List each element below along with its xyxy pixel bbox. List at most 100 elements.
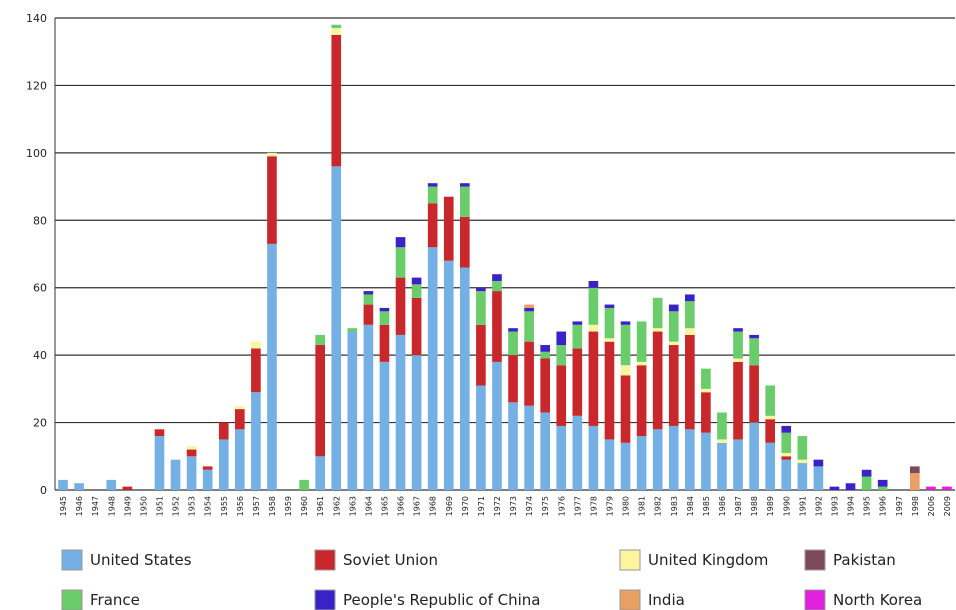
bar-segment <box>765 415 775 420</box>
bar-segment <box>524 405 534 490</box>
bar-segment <box>765 385 775 416</box>
x-tick-label: 1969 <box>445 496 454 516</box>
bar-segment <box>540 358 550 413</box>
legend-swatch <box>804 549 826 571</box>
x-tick-label: 1957 <box>252 496 261 516</box>
bar-segment <box>524 304 534 308</box>
x-tick-label: 1993 <box>830 496 839 516</box>
bar-segment <box>508 402 518 490</box>
x-tick-label: 1962 <box>332 496 341 516</box>
bar-segment <box>235 429 245 490</box>
bar-segment <box>636 436 647 490</box>
bar-segment <box>106 479 117 490</box>
bar-segment <box>829 486 840 490</box>
bar-segment <box>926 486 936 490</box>
legend-swatch <box>61 549 83 571</box>
bar-segment <box>476 287 486 292</box>
bar-segment <box>733 361 743 440</box>
bar-segment <box>717 439 727 443</box>
bar-segment <box>556 365 567 426</box>
bar-segment <box>235 405 245 410</box>
bar-segment <box>186 449 197 457</box>
bar-segment <box>797 463 808 490</box>
bar-segment <box>765 442 775 490</box>
legend-swatch <box>619 589 641 610</box>
x-tick-label: 1959 <box>284 496 293 516</box>
x-tick-label: 1949 <box>123 496 132 516</box>
bar-segment <box>604 439 615 490</box>
bar-segment <box>813 466 824 490</box>
x-tick-label: 1951 <box>155 496 164 516</box>
bar-segment <box>668 345 679 426</box>
bar-segment <box>524 307 534 312</box>
bar-segment <box>170 459 181 490</box>
y-tick-label: 100 <box>26 147 47 160</box>
bar-segment <box>620 365 631 376</box>
x-tick-label: 1966 <box>397 496 406 516</box>
bar-segment <box>460 216 470 268</box>
bar-segment <box>186 456 197 490</box>
bar-segment <box>379 361 390 490</box>
x-tick-label: 1982 <box>654 496 663 516</box>
bar-segment <box>331 28 342 35</box>
bar-segment <box>701 432 711 490</box>
bar-segment <box>58 479 68 490</box>
bar-segment <box>524 341 534 406</box>
bar-segment <box>588 280 599 288</box>
bar-segment <box>540 412 550 490</box>
bar-segment <box>733 439 743 490</box>
bar-segment <box>508 328 518 332</box>
bar-segment <box>652 429 663 490</box>
bar-segment <box>604 338 615 342</box>
bar-segment <box>588 331 599 426</box>
x-tick-label: 1963 <box>348 496 357 516</box>
bar-segment <box>652 297 663 329</box>
bar-segment <box>476 385 486 490</box>
y-tick-label: 140 <box>26 12 47 25</box>
bar-segment <box>620 324 631 366</box>
bar-segment <box>668 304 679 312</box>
bar-segment <box>363 324 374 490</box>
legend-swatch <box>804 589 826 610</box>
bar-segment <box>492 291 502 362</box>
bar-segment <box>797 459 808 464</box>
bar-segment <box>395 334 406 490</box>
bar-segment <box>781 459 792 490</box>
x-tick-label: 1946 <box>75 496 84 516</box>
bar-segment <box>122 486 133 490</box>
bar-segment <box>218 439 229 490</box>
legend-label: Pakistan <box>833 551 896 569</box>
x-tick-label: 1978 <box>589 496 598 516</box>
legend-label: North Korea <box>833 591 922 609</box>
bar-segment <box>492 361 502 490</box>
bar-segment <box>636 365 647 437</box>
x-tick-label: 1998 <box>911 496 920 516</box>
x-tick-label: 1973 <box>509 496 518 516</box>
bar-segment <box>395 277 406 335</box>
bar-segment <box>379 324 390 362</box>
bar-segment <box>267 156 277 244</box>
x-tick-label: 1986 <box>718 496 727 516</box>
bar-segment <box>315 456 325 490</box>
bar-segment <box>331 34 342 167</box>
bar-segment <box>636 321 647 362</box>
bar-segment <box>572 321 583 325</box>
y-tick-label: 60 <box>33 282 47 295</box>
bar-segment <box>813 459 824 467</box>
bar-segment <box>379 311 390 325</box>
bar-segment <box>717 442 727 490</box>
bar-segment <box>476 291 486 325</box>
x-tick-label: 1970 <box>461 496 470 516</box>
x-tick-label: 1965 <box>380 496 389 516</box>
y-tick-label: 40 <box>33 349 47 362</box>
legend-label: Soviet Union <box>343 551 438 569</box>
bar-segment <box>588 324 599 332</box>
bar-segment <box>652 331 663 430</box>
bar-segment <box>251 392 261 490</box>
bar-segment <box>781 456 792 460</box>
bar-segment <box>604 307 615 339</box>
bar-segment <box>620 442 631 490</box>
bar-segment <box>717 412 727 440</box>
bar-segment <box>765 419 775 443</box>
